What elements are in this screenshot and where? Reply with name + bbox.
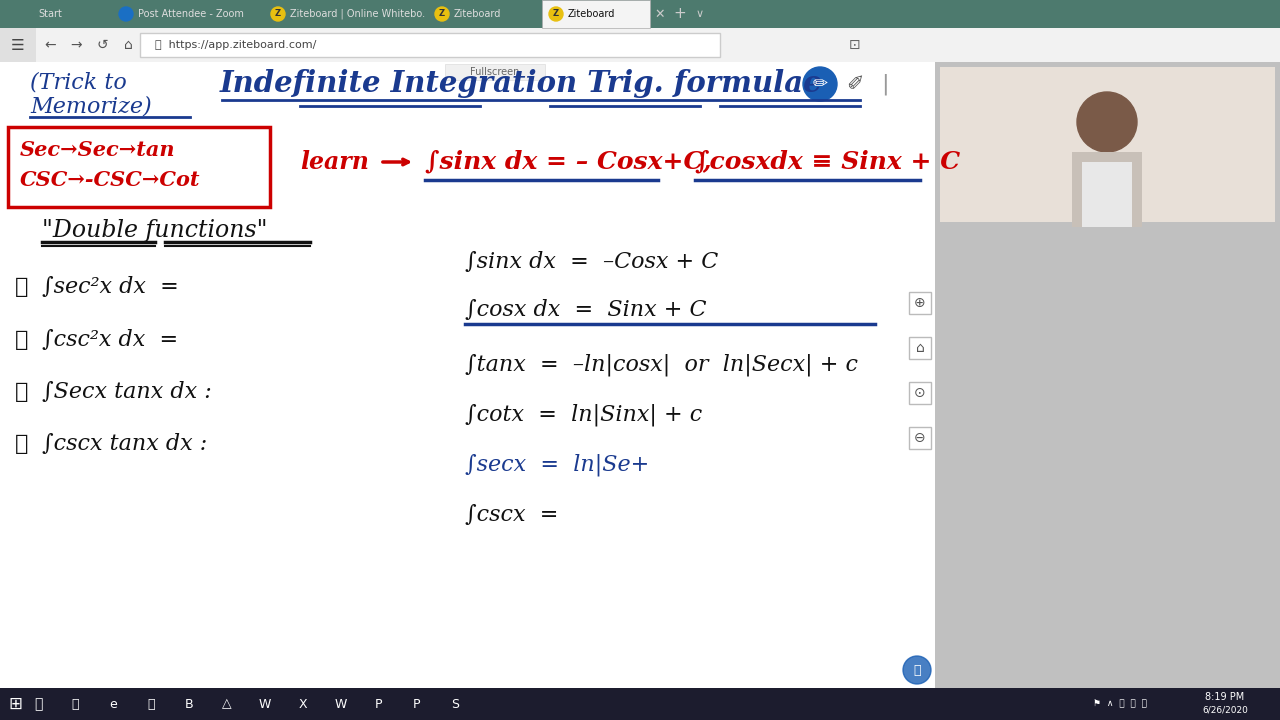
Text: Post Attendee - Zoom: Post Attendee - Zoom — [138, 9, 244, 19]
Bar — [0, 0, 1280, 28]
Circle shape — [271, 7, 285, 21]
Text: 🔒  https://app.ziteboard.com/: 🔒 https://app.ziteboard.com/ — [155, 40, 316, 50]
Text: ⊡: ⊡ — [849, 38, 861, 52]
Text: |: | — [881, 73, 888, 95]
Bar — [940, 67, 1275, 222]
Text: Ziteboard: Ziteboard — [568, 9, 616, 19]
Text: ✕: ✕ — [655, 7, 666, 20]
Text: ✏: ✏ — [813, 75, 828, 93]
Text: ④: ④ — [15, 433, 28, 455]
Text: Fullscreen: Fullscreen — [470, 67, 520, 77]
Bar — [140, 33, 719, 57]
Text: ∫sec²x dx  =: ∫sec²x dx = — [42, 276, 179, 298]
Text: ✐: ✐ — [846, 74, 864, 94]
Text: CSC→-CSC→Cot: CSC→-CSC→Cot — [20, 170, 201, 190]
Bar — [8, 127, 270, 207]
Bar — [113, 0, 260, 28]
Bar — [28, 0, 108, 28]
Text: B: B — [184, 698, 193, 711]
Text: +: + — [673, 6, 686, 22]
Text: 🦊: 🦊 — [147, 698, 155, 711]
Circle shape — [803, 67, 837, 101]
Text: 6/26/2020: 6/26/2020 — [1202, 706, 1248, 714]
Bar — [909, 382, 931, 404]
Text: 👤: 👤 — [913, 664, 920, 677]
Bar — [1082, 162, 1132, 227]
Text: ∫cotx  =  ln|Sinx| + c: ∫cotx = ln|Sinx| + c — [465, 404, 703, 426]
Text: ⊖: ⊖ — [914, 431, 925, 445]
Text: ∨: ∨ — [696, 9, 704, 19]
Text: ∫tanx  =  –ln|cosx|  or  ln|Secx| + c: ∫tanx = –ln|cosx| or ln|Secx| + c — [465, 354, 858, 377]
Text: ∫Secx tanx dx :: ∫Secx tanx dx : — [42, 381, 211, 403]
Bar — [0, 62, 934, 688]
Circle shape — [119, 7, 133, 21]
Bar — [909, 337, 931, 359]
Text: ②: ② — [15, 329, 28, 351]
Bar — [445, 64, 545, 80]
Text: ⌂: ⌂ — [124, 38, 132, 52]
Text: 📋: 📋 — [72, 698, 79, 711]
Text: Indefinite Integration Trig. formulae: Indefinite Integration Trig. formulae — [220, 70, 823, 99]
Text: P: P — [375, 698, 383, 711]
Bar — [0, 28, 36, 62]
Text: ⊕: ⊕ — [914, 296, 925, 310]
Bar — [541, 0, 650, 28]
Text: △: △ — [223, 698, 232, 711]
Text: W: W — [259, 698, 271, 711]
Text: ∫sinx dx = – Cosx+C,: ∫sinx dx = – Cosx+C, — [425, 150, 712, 174]
Text: ⚑  ∧  🔊  🌐  🔋: ⚑ ∧ 🔊 🌐 🔋 — [1093, 700, 1147, 708]
Text: Ziteboard: Ziteboard — [454, 9, 502, 19]
Text: ⊙: ⊙ — [914, 386, 925, 400]
Bar — [0, 688, 1280, 720]
Circle shape — [549, 7, 563, 21]
Text: ∫cscx tanx dx :: ∫cscx tanx dx : — [42, 433, 207, 455]
Text: Start: Start — [38, 9, 61, 19]
Text: X: X — [298, 698, 307, 711]
Text: ☰: ☰ — [12, 37, 24, 53]
Text: P: P — [413, 698, 421, 711]
Text: 🔍: 🔍 — [33, 697, 42, 711]
Text: Z: Z — [553, 9, 559, 19]
Text: ←: ← — [45, 38, 56, 52]
Text: W: W — [335, 698, 347, 711]
Bar — [1073, 152, 1142, 227]
Text: Z: Z — [439, 9, 445, 19]
Text: Z: Z — [275, 9, 282, 19]
Text: ↺: ↺ — [96, 38, 108, 52]
Text: Ziteboard | Online Whitebo.: Ziteboard | Online Whitebo. — [291, 9, 425, 19]
Text: learn: learn — [300, 150, 369, 174]
Text: ①: ① — [15, 276, 28, 298]
Text: ∫cosx dx  =  Sinx + C: ∫cosx dx = Sinx + C — [465, 299, 707, 321]
Text: ∫csc²x dx  =: ∫csc²x dx = — [42, 329, 178, 351]
Text: ∫sinx dx  =  –Cosx + C: ∫sinx dx = –Cosx + C — [465, 251, 718, 273]
Circle shape — [435, 7, 449, 21]
Bar — [909, 292, 931, 314]
Text: 8:19 PM: 8:19 PM — [1206, 692, 1244, 702]
Text: S: S — [451, 698, 460, 711]
Bar — [0, 28, 1280, 62]
Circle shape — [902, 656, 931, 684]
Text: "Double functions": "Double functions" — [42, 218, 268, 241]
Bar — [428, 0, 538, 28]
Bar — [264, 0, 424, 28]
Bar — [909, 427, 931, 449]
Text: Sec→Sec→tan: Sec→Sec→tan — [20, 140, 175, 160]
Text: ⊞: ⊞ — [8, 695, 22, 713]
Text: (Trick to: (Trick to — [29, 71, 127, 93]
Text: Memorize): Memorize) — [29, 96, 151, 118]
Text: →: → — [70, 38, 82, 52]
Text: ∫secx  =  ln|Se+: ∫secx = ln|Se+ — [465, 454, 649, 476]
Text: ③: ③ — [15, 381, 28, 403]
Bar — [934, 62, 1280, 688]
Text: ⌂: ⌂ — [915, 341, 924, 355]
Text: e: e — [109, 698, 116, 711]
Circle shape — [1076, 92, 1137, 152]
Text: ∫cosxdx ≡ Sinx + C: ∫cosxdx ≡ Sinx + C — [695, 150, 960, 174]
Text: ∫cscx  =: ∫cscx = — [465, 504, 558, 526]
